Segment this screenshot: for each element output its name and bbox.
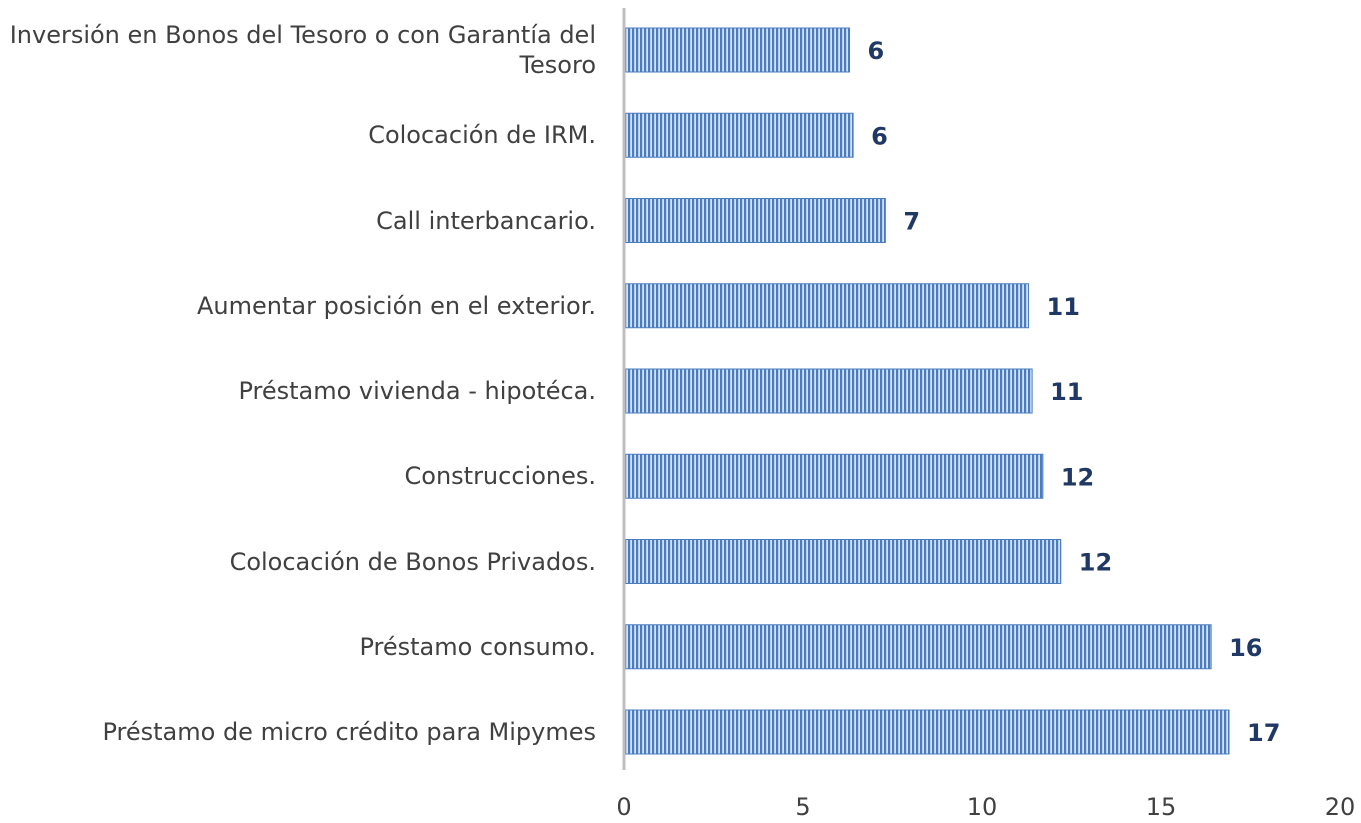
data-label: 11: [1050, 378, 1083, 406]
data-label: 6: [868, 37, 885, 65]
data-label: 7: [903, 208, 920, 236]
bar: [623, 539, 1062, 584]
y-tick-label: Colocación de Bonos Privados.: [229, 547, 596, 576]
bar: [623, 283, 1030, 329]
bar: [623, 27, 851, 73]
x-tick-label: 0: [616, 793, 631, 821]
data-label: 11: [1047, 293, 1080, 321]
x-tick-label: 10: [967, 793, 998, 821]
x-tick-label: 15: [1146, 793, 1177, 821]
y-tick-label: Colocación de IRM.: [368, 121, 596, 150]
bar: [623, 624, 1212, 670]
data-label: 16: [1229, 634, 1262, 662]
y-tick-label: Préstamo vivienda - hipotéca.: [238, 377, 596, 405]
x-tick-label: 20: [1325, 793, 1356, 821]
y-tick-label: Call interbancario.: [376, 206, 596, 235]
data-label: 6: [871, 122, 888, 150]
y-tick-label: Construcciones.: [404, 462, 597, 491]
bar: [623, 198, 886, 243]
y-tick-label: Préstamo de micro crédito para Mipymes: [102, 718, 596, 746]
data-label: 12: [1061, 463, 1094, 491]
bar: [623, 368, 1033, 414]
data-label: 12: [1079, 549, 1112, 577]
y-tick-label: Aumentar posición en el exterior.: [197, 291, 596, 320]
y-tick-label: Inversión en Bonos del Tesoro o con Gara…: [9, 21, 596, 79]
y-tick-label: Préstamo consumo.: [359, 632, 596, 661]
bar: [623, 709, 1230, 755]
x-tick-label: 5: [795, 793, 810, 821]
bar: [623, 453, 1044, 499]
data-label: 17: [1247, 719, 1280, 747]
bar: [623, 112, 854, 158]
